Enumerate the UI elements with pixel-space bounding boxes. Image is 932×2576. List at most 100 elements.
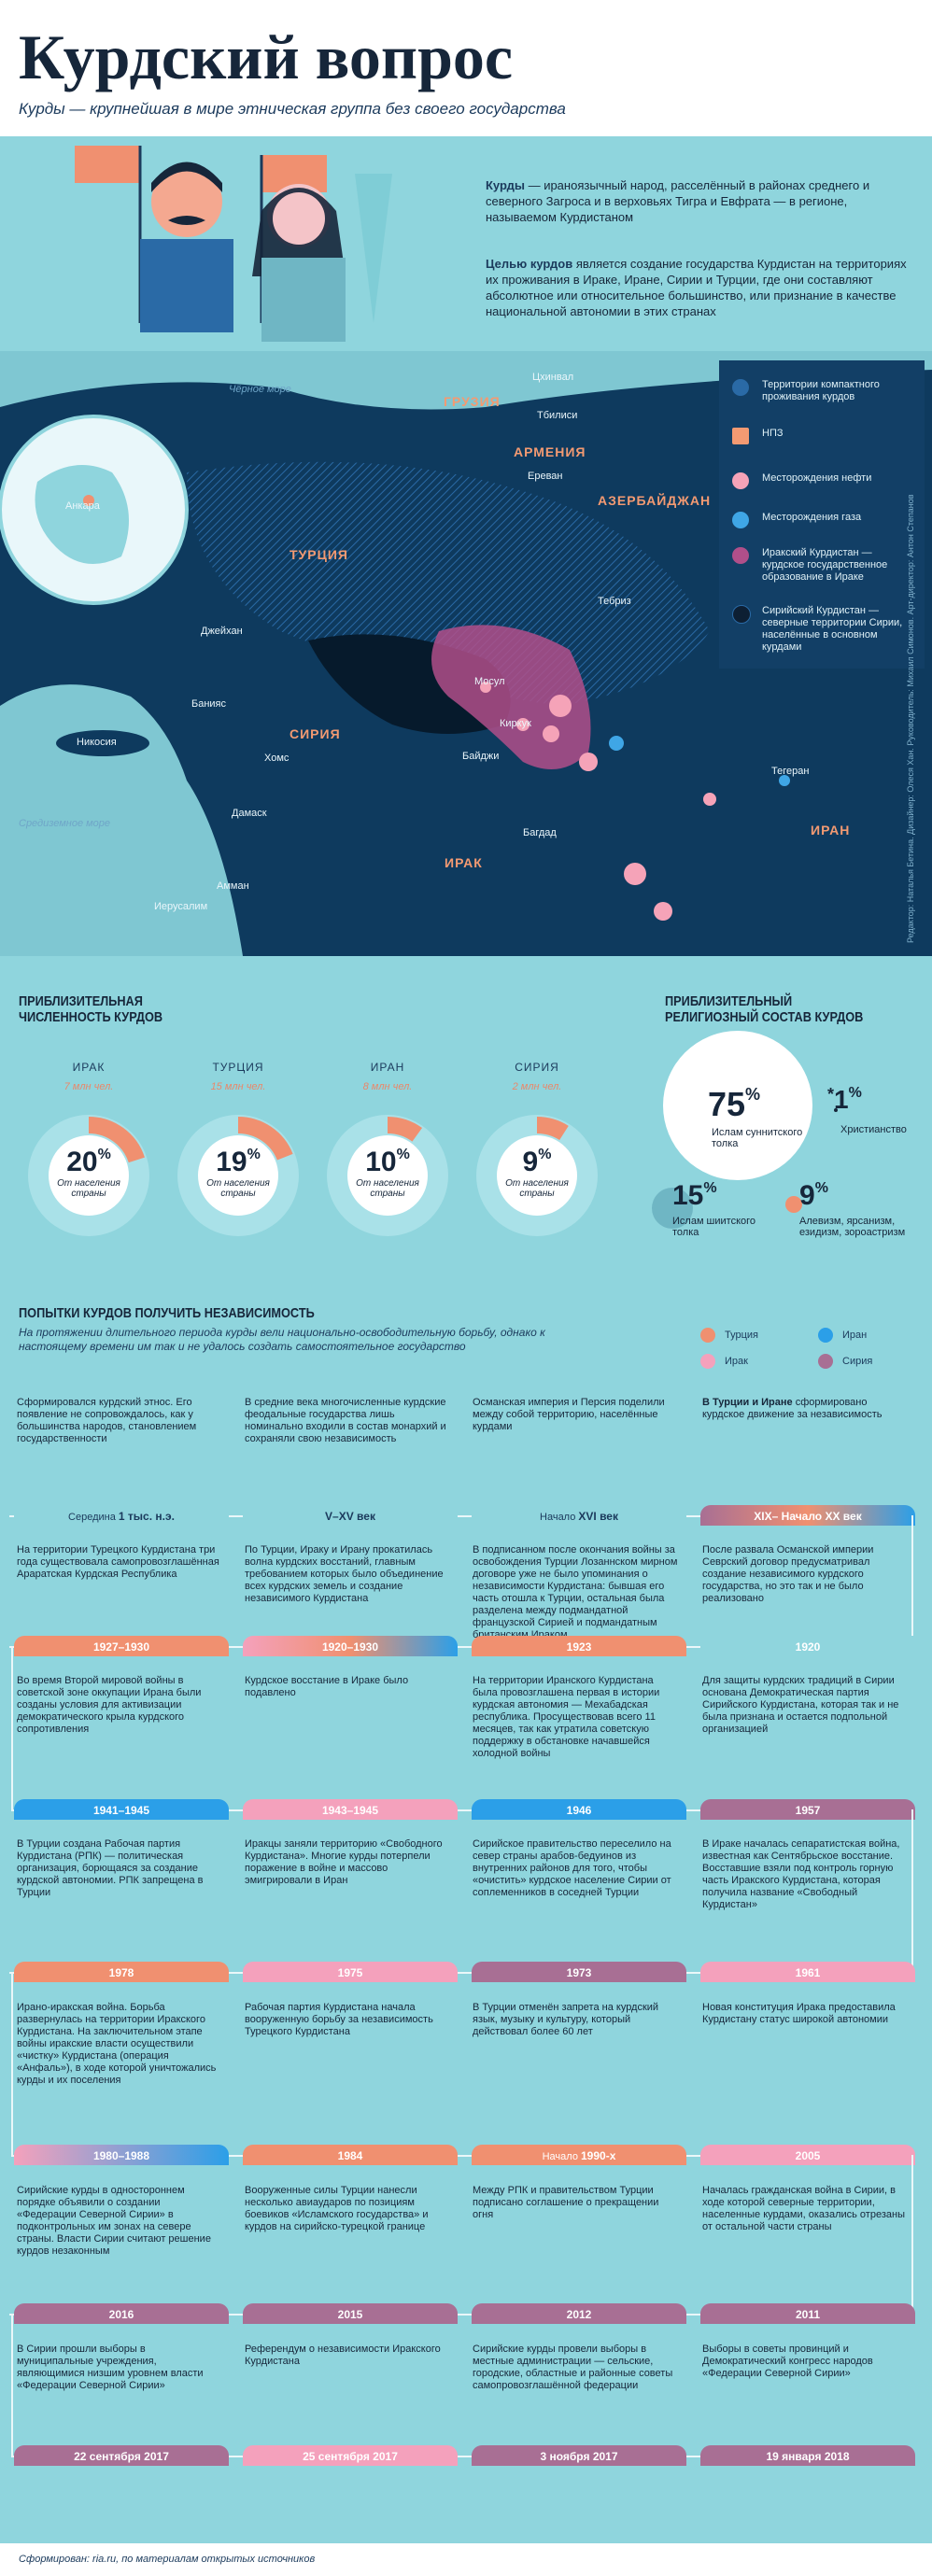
refinery-icon	[732, 428, 749, 444]
religion-christian-pct: *1%	[827, 1085, 862, 1114]
timeline-event: Сирийские курды провели выборы в местные…	[473, 2344, 673, 2391]
city-label: Мосул	[474, 676, 505, 687]
timeline-date: XIX– Начало XX век	[700, 1505, 915, 1526]
religion-bubbles	[652, 1031, 838, 1229]
timeline-event: Для защиты курдских традиций в Сирии осн…	[702, 1675, 899, 1735]
timeline-event: В Турции и Иране сформировано курдское д…	[702, 1397, 883, 1420]
timeline-date: V–XV век	[243, 1505, 458, 1526]
country-label-georgia: ГРУЗИЯ	[444, 394, 501, 409]
timeline-event: Выборы в советы провинций и Демократичес…	[702, 2344, 873, 2379]
timeline-event: После развала Османской империи Севрский…	[702, 1544, 874, 1604]
legend-syria: Сирия	[818, 1354, 872, 1369]
timeline-date: 1946	[472, 1799, 686, 1820]
city-label: Ереван	[528, 471, 563, 482]
share-ring: 10% От населения страны	[327, 1115, 448, 1236]
population-syria: СИРИЯ 2 млн чел. 9% От населения страны	[472, 1061, 602, 1236]
city-label: Багдад	[523, 827, 557, 838]
page-title: Курдский вопрос	[19, 21, 514, 92]
sea-label: Чёрное море	[229, 384, 291, 395]
timeline-event: В Ираке началась сепаратистская война, и…	[702, 1838, 900, 1910]
timeline-date: 1984	[243, 2145, 458, 2165]
timeline-date: 1961	[700, 1962, 915, 1982]
legend-iran: Иран	[818, 1328, 867, 1343]
country-label-turkey: ТУРЦИЯ	[289, 547, 348, 562]
timeline-date: 1975	[243, 1962, 458, 1982]
religion-other-label: Алевизм, ярсанизм, езидизм, зороастризм	[799, 1216, 906, 1238]
legend-turkey: Турция	[700, 1328, 758, 1343]
share-ring: 9% От населения страны	[476, 1115, 598, 1236]
timeline-date: Начало XVI век	[472, 1505, 686, 1526]
legend-swatch	[732, 379, 749, 396]
share-ring: 20% От населения страны	[28, 1115, 149, 1236]
city-label: Тебриз	[598, 596, 631, 607]
timeline-date: 2015	[243, 2303, 458, 2324]
timeline-event: Османская империя и Персия поделили межд…	[473, 1397, 665, 1432]
city-label: Байджи	[462, 751, 500, 762]
sea-label: Средиземное море	[19, 818, 111, 829]
city-label: Тегеран	[771, 766, 810, 777]
city-label: Дамаск	[232, 808, 267, 819]
timeline-event: На территории Иранского Курдистана была …	[473, 1675, 660, 1759]
timeline-date: 1978	[14, 1962, 229, 1982]
city-label: Тбилиси	[537, 410, 578, 421]
oil-field-icon	[732, 472, 749, 489]
timeline-line	[9, 1515, 906, 1517]
population-iran: ИРАН 8 млн чел. 10% От населения страны	[322, 1061, 453, 1236]
timeline-date: 3 ноября 2017	[472, 2445, 686, 2466]
timeline-date: 2016	[14, 2303, 229, 2324]
timeline-heading: Попытки курдов получить независимость	[19, 1305, 315, 1321]
timeline-event: В средние века многочисленные курдские ф…	[245, 1397, 446, 1444]
country-label-iran: ИРАН	[811, 823, 851, 838]
city-label: Джейхан	[201, 626, 243, 637]
timeline-event: Сирийское правительство переселило на се…	[473, 1838, 671, 1898]
timeline-section: Попытки курдов получить независимость На…	[0, 1255, 932, 2543]
timeline-date: 1957	[700, 1799, 915, 1820]
share-arc	[478, 1117, 596, 1234]
timeline-event: Сформировался курдский этнос. Его появле…	[17, 1397, 197, 1444]
kurdistan-map: ГРУЗИЯ АРМЕНИЯ АЗЕРБАЙДЖАН ТУРЦИЯ СИРИЯ …	[0, 351, 932, 956]
country-label-syria: СИРИЯ	[289, 726, 341, 741]
page-subtitle: Курды — крупнейшая в мире этническая гру…	[19, 100, 566, 118]
religion-heading: Приблизительный религиозный состав курдо…	[665, 993, 864, 1025]
map-terrain	[0, 351, 932, 956]
timeline-date: Середина 1 тыс. н.э.	[14, 1505, 229, 1526]
timeline-date: 1920	[700, 1636, 915, 1656]
map-legend: Территории компактного проживания курдов…	[719, 360, 925, 669]
timeline-date: 19 января 2018	[700, 2445, 915, 2466]
city-label: Анкара	[65, 500, 100, 512]
timeline-intro: На протяжении длительного периода курды …	[19, 1326, 545, 1353]
syrian-kurdistan-swatch	[732, 605, 751, 624]
timeline-date: 1973	[472, 1962, 686, 1982]
timeline-event: Началась гражданская война в Сирии, в хо…	[702, 2185, 905, 2232]
share-ring: 19% От населения страны	[177, 1115, 299, 1236]
city-label: Цхинвал	[532, 372, 574, 383]
timeline-event: Между РПК и правительством Турции подпис…	[473, 2185, 659, 2220]
city-label: Хомс	[264, 753, 289, 764]
population-heading: Приблизительная численность курдов	[19, 993, 163, 1025]
country-label-azerbaijan: АЗЕРБАЙДЖАН	[598, 493, 712, 508]
religion-shia-pct: 15%	[672, 1180, 717, 1211]
share-arc	[179, 1117, 297, 1234]
timeline-event: В Турции создана Рабочая партия Курдиста…	[17, 1838, 204, 1898]
timeline-date: 1920–1930	[243, 1636, 458, 1656]
timeline-date: 25 сентября 2017	[243, 2445, 458, 2466]
religion-other-pct: 9%	[799, 1180, 828, 1211]
kurdish-fighters-illustration	[75, 146, 392, 342]
timeline-event: В Сирии прошли выборы в муниципальные уч…	[17, 2344, 204, 2391]
timeline-event: Новая конституция Ирака предоставила Кур…	[702, 2002, 896, 2025]
timeline-date: 1941–1945	[14, 1799, 229, 1820]
timeline-event: Иракцы заняли территорию «Свободного Кур…	[245, 1838, 443, 1886]
intro-band: Курды — ираноязычный народ, расселённый …	[0, 136, 932, 351]
religion-sunni-pct: 75%	[708, 1085, 761, 1123]
timeline-event: На территории Турецкого Курдистана три г…	[17, 1544, 219, 1580]
timeline-date: 2011	[700, 2303, 915, 2324]
timeline-event: Референдум о независимости Иракского Кур…	[245, 2344, 441, 2367]
timeline-event: По Турции, Ираку и Ирану прокатилась вол…	[245, 1544, 444, 1604]
timeline-date: 1943–1945	[243, 1799, 458, 1820]
city-label: Банияс	[191, 698, 227, 710]
share-arc	[329, 1117, 446, 1234]
timeline-date: Начало 1990-х	[472, 2145, 686, 2165]
religion-sunni-label: Ислам суннитского толка	[712, 1127, 803, 1149]
timeline-date: 22 сентября 2017	[14, 2445, 229, 2466]
